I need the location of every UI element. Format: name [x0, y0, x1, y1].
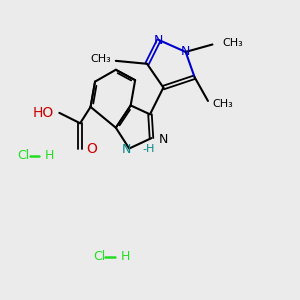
Text: CH₃: CH₃: [223, 38, 244, 48]
Text: CH₃: CH₃: [212, 99, 233, 109]
Text: HO: HO: [33, 106, 54, 120]
Text: Cl: Cl: [94, 250, 106, 263]
Text: N: N: [159, 133, 168, 146]
Text: H: H: [44, 149, 54, 162]
Text: -H: -H: [142, 144, 155, 154]
Text: Cl: Cl: [18, 149, 30, 162]
Text: N: N: [121, 143, 131, 156]
Text: N: N: [181, 45, 190, 58]
Text: N: N: [154, 34, 164, 46]
Text: H: H: [120, 250, 130, 263]
Text: O: O: [87, 142, 98, 155]
Text: CH₃: CH₃: [91, 54, 111, 64]
